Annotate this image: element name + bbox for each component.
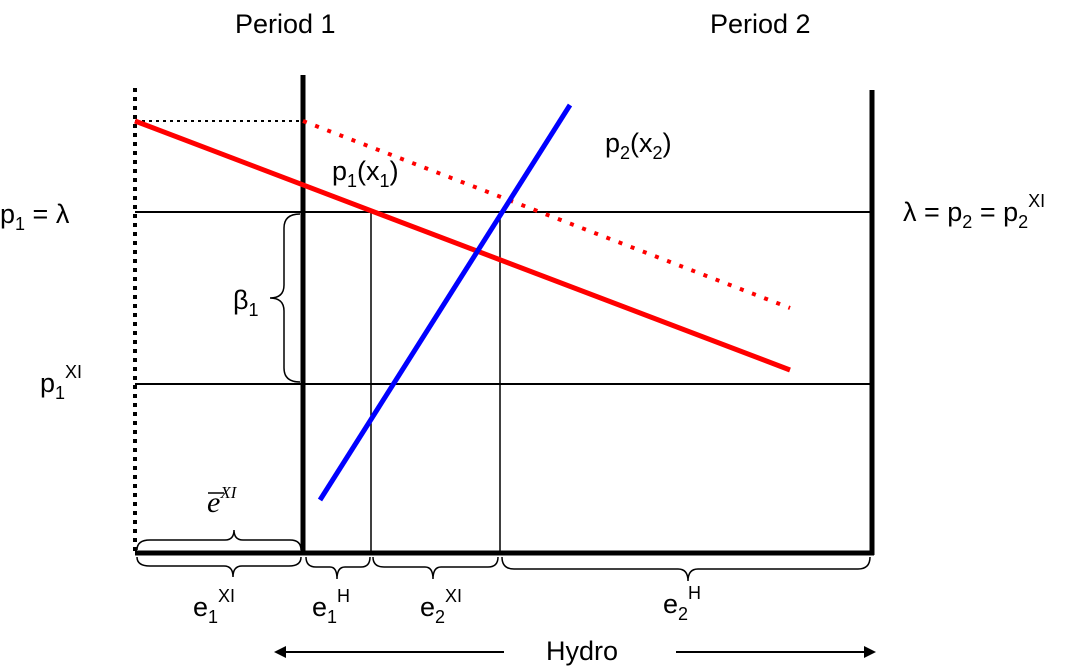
period-2-header: Period 2: [710, 9, 811, 39]
e2-h-brace: [501, 556, 871, 582]
p1-xi-label: p1XI: [40, 362, 82, 403]
e1-xi-brace: [136, 556, 302, 578]
e1-xi-label: e1XI: [193, 586, 235, 627]
e1-h-brace: [305, 556, 371, 580]
e2-xi-brace: [372, 556, 499, 580]
p2-supply-curve: [317, 103, 573, 502]
period-1-header: Period 1: [235, 9, 336, 39]
beta1-brace: [269, 213, 301, 383]
ebar-xi-brace: [136, 529, 302, 551]
p2-demand-curve-dotted: [302, 119, 791, 310]
e2-h-label: e2H: [663, 583, 701, 624]
e2-xi-label: e2XI: [420, 586, 462, 627]
p1-demand-curve: [134, 118, 791, 373]
p1-equals-lambda-label: p1 = λ: [0, 199, 70, 234]
beta1-label: β1: [233, 285, 259, 320]
e1-h-label: e1H: [312, 586, 350, 627]
lambda-equals-p2-label: λ = p2 = p2XI: [903, 191, 1045, 232]
p1-x1-label: p1(x1): [332, 156, 399, 191]
p2-x2-label: p2(x2): [605, 128, 672, 163]
ebar-xi-label: eXI: [207, 483, 238, 519]
hydro-label: Hydro: [546, 636, 618, 666]
